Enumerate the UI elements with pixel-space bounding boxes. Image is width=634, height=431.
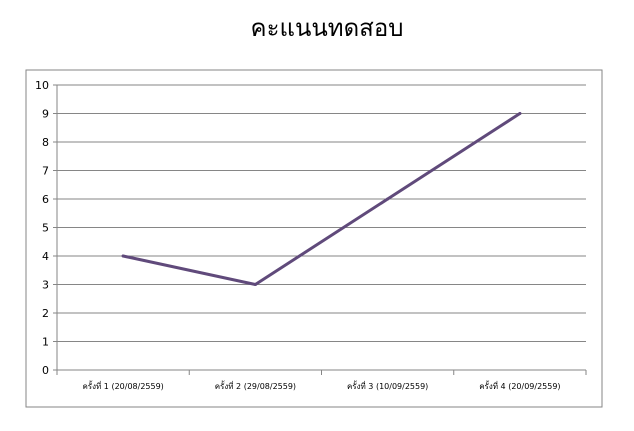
data-point-1: [121, 254, 125, 258]
y-tick-label-6: 6: [42, 193, 49, 206]
chart-border: [25, 69, 603, 408]
x-category-label-4: ครั้งที่ 4 (20/09/2559): [479, 380, 560, 391]
y-tick-label-10: 10: [35, 79, 49, 92]
data-point-3: [386, 197, 390, 201]
y-tick-label-0: 0: [42, 364, 49, 377]
data-point-2: [253, 283, 257, 286]
x-category-label-1: ครั้งที่ 1 (20/08/2559): [82, 380, 163, 391]
y-tick-label-7: 7: [42, 165, 49, 178]
y-axis-ticks: 0 1 2 3 4 5 6 7 8 9 10: [35, 79, 57, 377]
gridlines: [57, 84, 586, 371]
y-tick-label-8: 8: [42, 136, 49, 149]
x-category-label-2: ครั้งที่ 2 (29/08/2559): [215, 380, 296, 391]
y-tick-label-1: 1: [42, 336, 49, 349]
y-tick-label-9: 9: [42, 108, 49, 121]
series-group: [121, 112, 522, 286]
y-tick-label-3: 3: [42, 279, 49, 292]
chart-title: คะแนนทดสอบ: [250, 14, 404, 42]
y-tick-label-4: 4: [42, 250, 49, 263]
x-category-label-3: ครั้งที่ 3 (10/09/2559): [347, 380, 428, 391]
y-tick-label-2: 2: [42, 307, 49, 320]
y-tick-label-5: 5: [42, 222, 49, 235]
series-line-1: [121, 112, 522, 286]
x-axis: ครั้งที่ 1 (20/08/2559) ครั้งที่ 2 (29/08…: [56, 85, 587, 391]
data-point-4: [518, 112, 522, 115]
